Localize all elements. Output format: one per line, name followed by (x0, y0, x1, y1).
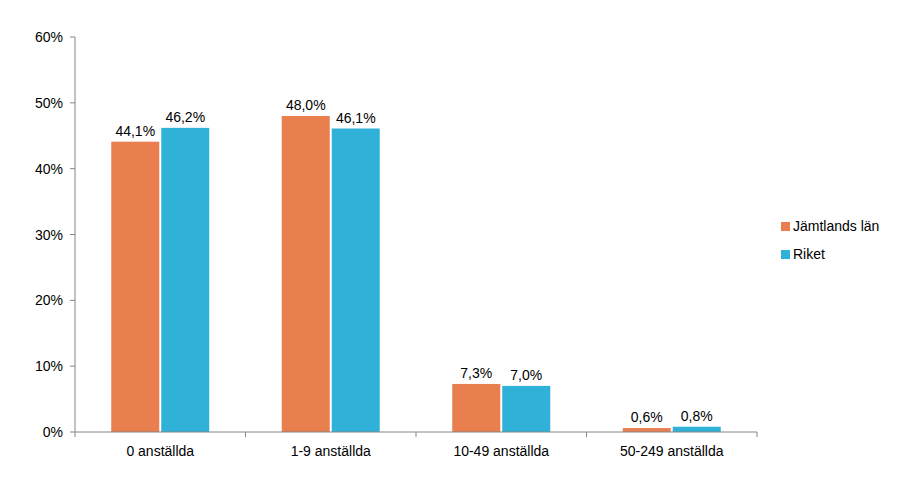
x-tick (586, 432, 587, 437)
data-label: 48,0% (286, 97, 326, 113)
y-tick (70, 234, 75, 235)
y-tick-label: 20% (35, 292, 63, 308)
y-tick-label: 40% (35, 161, 63, 177)
data-label: 46,1% (336, 110, 376, 126)
legend-swatch (781, 250, 790, 259)
bar (623, 428, 671, 432)
y-axis (75, 37, 76, 432)
chart-container: 0% 10% 20% 30% 40% 50% 60% 44,1% 48,0% 7,3% 0,6% 46… (0, 0, 918, 480)
legend: Jämtlands län Riket (781, 218, 879, 262)
data-label: 7,0% (510, 367, 542, 383)
x-tick (416, 432, 417, 437)
data-label: 0,6% (631, 409, 663, 425)
data-label: 7,3% (460, 365, 492, 381)
x-tick-label: 0 anställda (126, 443, 194, 459)
data-label: 46,2% (165, 109, 205, 125)
bar (282, 116, 330, 432)
y-tick-label: 30% (35, 227, 63, 243)
chart-svg: 0% 10% 20% 30% 40% 50% 60% 44,1% 48,0% 7,3% 0,6% 46… (0, 0, 918, 480)
x-tick (245, 432, 246, 437)
x-tick (757, 432, 758, 437)
x-tick-label: 50-249 anställda (620, 443, 724, 459)
y-tick-label: 50% (35, 95, 63, 111)
y-tick (70, 37, 75, 38)
bar (502, 386, 550, 432)
bar (161, 128, 209, 432)
bar (332, 129, 380, 432)
data-label: 44,1% (115, 123, 155, 139)
y-tick-label: 10% (35, 358, 63, 374)
bars (111, 116, 721, 432)
legend-label: Jämtlands län (793, 218, 879, 234)
y-tick (70, 432, 75, 433)
x-tick-label: 1-9 anställda (291, 443, 371, 459)
data-label: 0,8% (681, 408, 713, 424)
x-tick (75, 432, 76, 437)
legend-label: Riket (793, 246, 825, 262)
y-tick (70, 300, 75, 301)
bar (673, 427, 721, 432)
y-tick (70, 168, 75, 169)
y-tick-label: 60% (35, 29, 63, 45)
bar (452, 384, 500, 432)
y-tick (70, 366, 75, 367)
x-tick-label: 10-49 anställda (453, 443, 549, 459)
y-tick (70, 102, 75, 103)
legend-swatch (781, 222, 790, 231)
y-tick-label: 0% (43, 424, 63, 440)
bar (111, 142, 159, 432)
